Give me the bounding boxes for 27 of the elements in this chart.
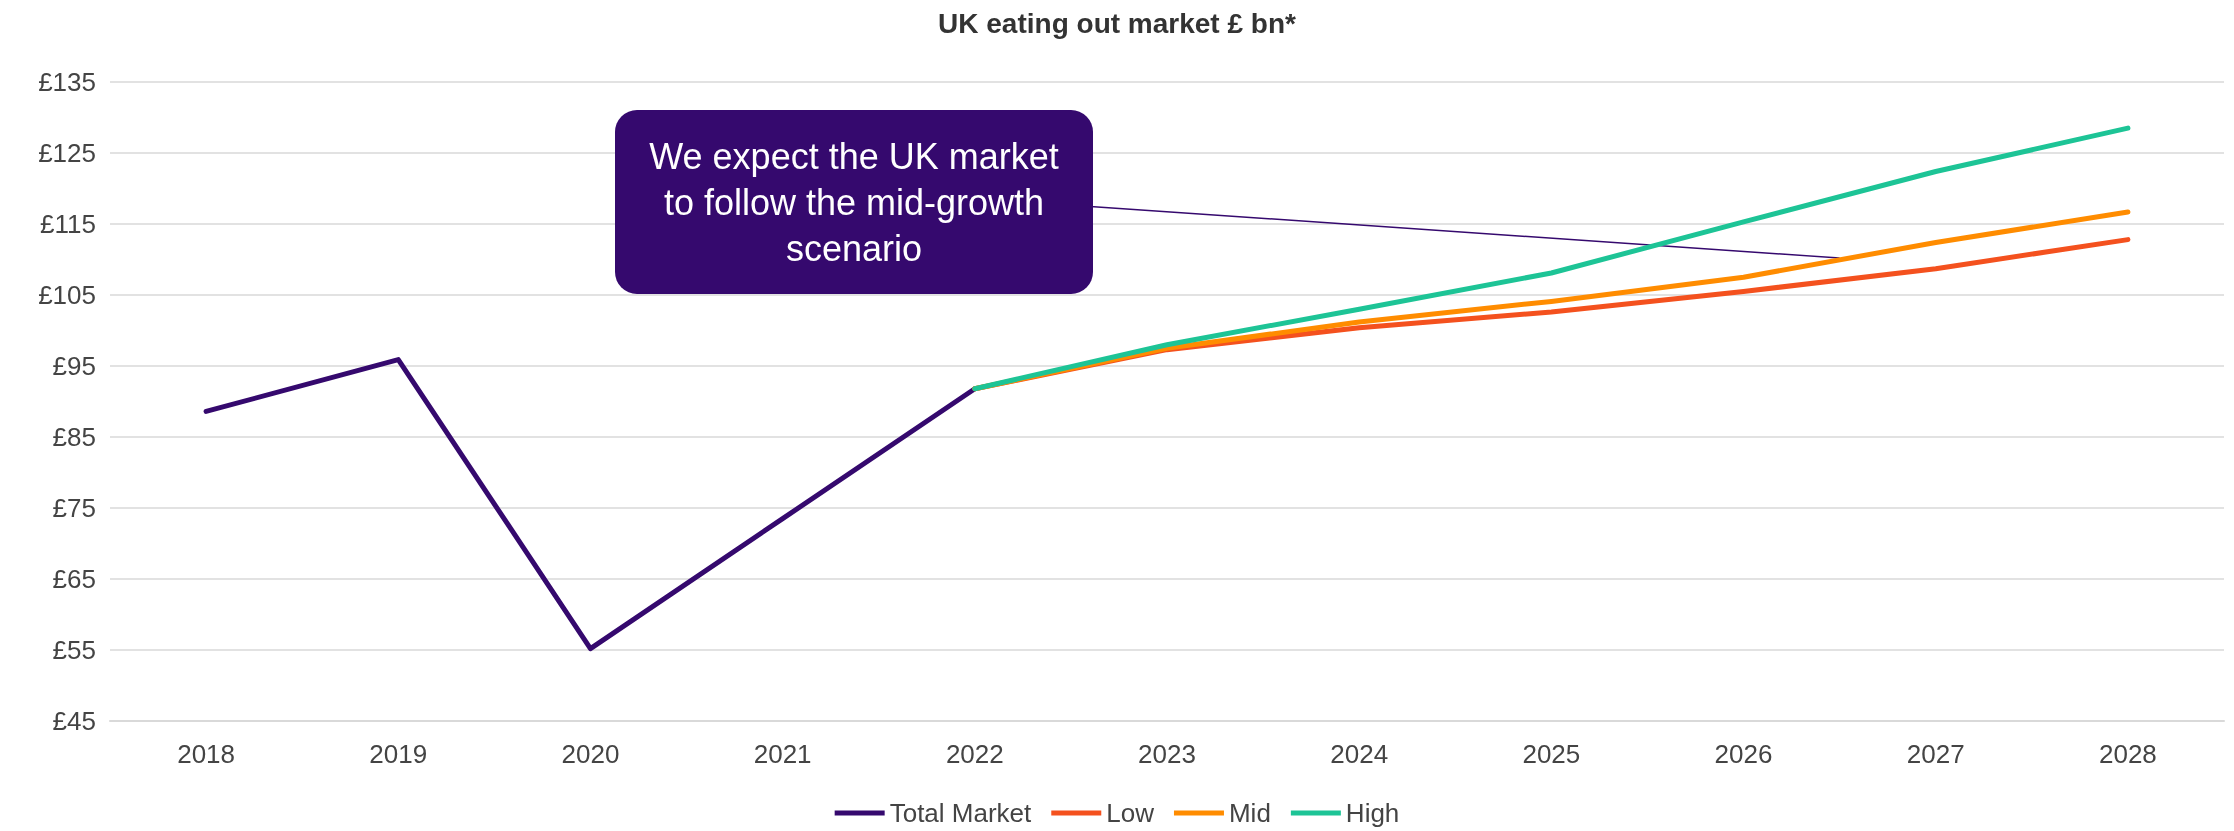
y-tick-label: £135 bbox=[38, 67, 96, 97]
x-tick-label: 2018 bbox=[177, 739, 236, 769]
annotation: We expect the UK market to follow the mid-growth scenario bbox=[649, 135, 1059, 269]
x-tick-label: 2022 bbox=[945, 739, 1004, 769]
x-tick-label: 2019 bbox=[369, 739, 428, 769]
y-tick-label: £45 bbox=[52, 706, 96, 736]
x-tick-label: 2026 bbox=[1714, 739, 1773, 769]
y-tick-label: £105 bbox=[38, 280, 96, 310]
x-tick-label: 2020 bbox=[561, 739, 620, 769]
x-tick-label: 2027 bbox=[1906, 739, 1965, 769]
y-tick-label: £115 bbox=[40, 209, 96, 239]
y-tick-label: £85 bbox=[52, 422, 96, 452]
y-tick-label: £125 bbox=[38, 138, 96, 168]
y-tick-label: £95 bbox=[52, 351, 96, 381]
legend-label: Mid bbox=[1228, 798, 1271, 828]
legend-label: Total Market bbox=[889, 798, 1033, 828]
x-tick-label: 2021 bbox=[753, 739, 812, 769]
x-tick-label: 2024 bbox=[1330, 739, 1389, 769]
legend-label: High bbox=[1345, 798, 1400, 828]
y-tick-label: £65 bbox=[52, 564, 96, 594]
x-tick-label: 2023 bbox=[1138, 739, 1196, 769]
x-tick-label: 2028 bbox=[2098, 739, 2157, 769]
y-tick-label: £75 bbox=[52, 493, 96, 523]
legend-label: Low bbox=[1106, 798, 1155, 828]
chart-title: UK eating out market £ bn* bbox=[938, 7, 1297, 39]
y-tick-label: £55 bbox=[52, 635, 96, 665]
x-tick-label: 2025 bbox=[1522, 739, 1581, 769]
